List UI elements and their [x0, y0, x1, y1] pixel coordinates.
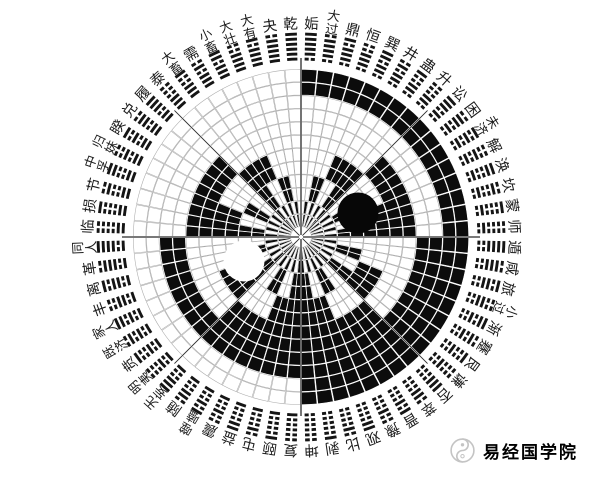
- hexagram-names-ring: 姤大过鼎恒巽井蛊升讼困未济解涣坎蒙师遁咸旅小过渐蹇艮谦否萃晋豫观比剥坤复颐屯益震…: [71, 9, 523, 460]
- svg-text:复: 复: [283, 441, 298, 460]
- svg-text:遁: 遁: [505, 240, 523, 255]
- svg-text:丰: 丰: [90, 299, 111, 318]
- svg-text:家: 家: [89, 323, 108, 341]
- svg-text:人: 人: [84, 240, 99, 254]
- svg-text:观: 观: [363, 427, 383, 448]
- svg-text:小: 小: [197, 26, 215, 44]
- svg-text:小: 小: [502, 304, 520, 321]
- svg-text:恒: 恒: [363, 26, 382, 47]
- svg-text:有: 有: [242, 25, 258, 42]
- svg-text:中: 中: [82, 153, 99, 170]
- svg-text:师: 师: [505, 219, 523, 234]
- svg-text:大: 大: [326, 9, 341, 25]
- svg-text:革: 革: [81, 260, 100, 277]
- svg-text:蒙: 蒙: [502, 197, 521, 214]
- taiji-swirl-logo-icon: [450, 438, 475, 463]
- svg-text:解: 解: [483, 136, 505, 156]
- svg-text:孚: 孚: [95, 158, 113, 175]
- svg-text:壮: 壮: [222, 31, 239, 49]
- svg-text:过: 过: [489, 299, 507, 316]
- svg-text:益: 益: [220, 427, 239, 448]
- svg-text:屯: 屯: [240, 434, 258, 454]
- svg-text:人: 人: [102, 318, 120, 336]
- svg-text:坎: 坎: [498, 176, 518, 194]
- svg-text:乾: 乾: [283, 15, 299, 33]
- svg-text:节: 节: [84, 176, 104, 194]
- svg-text:渐: 渐: [483, 318, 505, 338]
- svg-text:颐: 颐: [261, 438, 278, 456]
- svg-text:畜: 畜: [202, 38, 220, 57]
- svg-text:泰: 泰: [147, 68, 170, 91]
- svg-text:谦: 谦: [448, 369, 470, 391]
- svg-text:坤: 坤: [304, 441, 319, 459]
- hexagram-figures-ring: [96, 32, 506, 442]
- svg-text:临: 临: [79, 219, 97, 234]
- svg-text:大: 大: [217, 18, 234, 36]
- svg-text:旅: 旅: [498, 280, 518, 298]
- svg-text:比: 比: [344, 434, 362, 454]
- svg-text:晋: 晋: [400, 409, 421, 430]
- svg-text:鼎: 鼎: [344, 21, 362, 40]
- watermark-text: 易经国学院: [483, 443, 578, 462]
- svg-text:归: 归: [90, 133, 108, 151]
- svg-text:夬: 夬: [261, 17, 278, 36]
- svg-text:巽: 巽: [382, 35, 402, 56]
- white-eye: [223, 240, 265, 282]
- svg-text:大: 大: [239, 12, 255, 29]
- svg-text:同: 同: [71, 241, 86, 254]
- svg-text:剥: 剥: [324, 438, 341, 457]
- svg-text:咸: 咸: [502, 260, 521, 277]
- svg-text:震: 震: [200, 419, 220, 441]
- svg-text:离: 离: [84, 280, 104, 298]
- svg-text:涣: 涣: [491, 156, 512, 176]
- svg-text:升: 升: [433, 68, 455, 90]
- svg-text:姤: 姤: [304, 15, 319, 33]
- svg-text:损: 损: [81, 197, 100, 214]
- crosshair-spokes: [122, 58, 480, 416]
- svg-text:过: 过: [324, 22, 339, 38]
- disk-binary-grid: [133, 69, 469, 405]
- watermark: 易经国学院: [449, 437, 578, 464]
- svg-text:妹: 妹: [103, 138, 121, 156]
- black-eye: [337, 192, 379, 234]
